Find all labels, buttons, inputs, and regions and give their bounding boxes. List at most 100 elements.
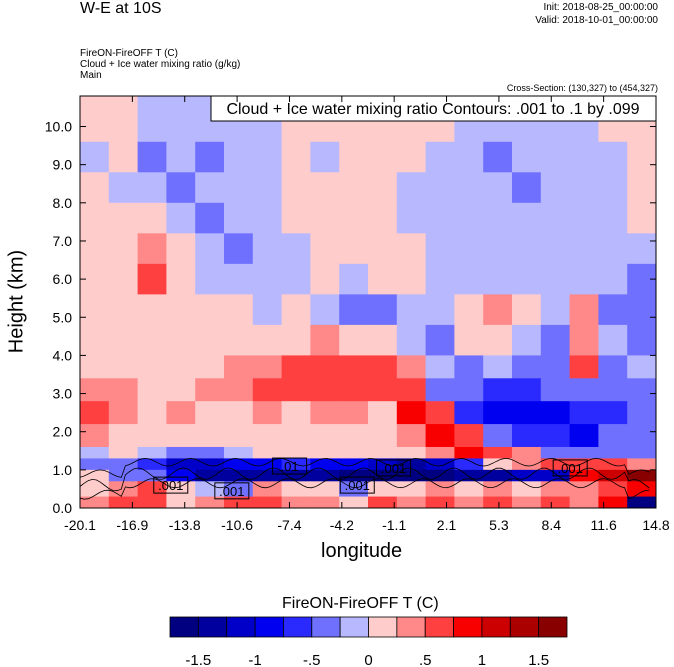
contour-cell [252,294,283,326]
contour-cell [454,141,484,173]
contour-cell [627,172,657,204]
contour-cell [454,324,484,356]
contour-label-box [214,482,250,500]
contour-cell [368,401,398,425]
contour-cell [80,401,110,425]
contour-cell [540,263,571,295]
contour-cell [425,233,455,265]
contour-cell [339,233,369,265]
contour-cell [224,469,254,482]
contour-cell [281,446,311,459]
y-tick-label: 9.0 [53,157,73,173]
contour-cell [281,294,311,326]
contour-cell [137,202,167,234]
contour-label: .01 [281,459,299,474]
cloud-contour-line [79,467,650,492]
contour-cell [137,446,167,459]
contour-cell [166,111,196,143]
contour-cell [454,355,484,379]
contour-cell [396,378,427,402]
colorbar-box [283,616,313,638]
contour-cell [195,424,225,448]
contour-cell [108,481,139,498]
contour-cell [396,202,427,234]
contour-cell [80,172,110,204]
contour-cell [137,458,167,471]
contour-cell [80,424,110,448]
x-tick-label: -4.2 [330,517,354,533]
contour-cell [540,481,571,498]
contour-cell [339,424,369,448]
contour-cell [310,496,340,509]
contour-cell [627,378,657,402]
contour-cell [425,172,455,204]
y-tick-label: 7.0 [53,233,73,249]
contour-cell [224,294,254,326]
contour-cell [80,233,110,265]
colorbar-tick-label: 1.5 [528,652,549,667]
contour-cell [569,481,599,498]
contour-cell [281,469,311,482]
contour-cell [425,202,455,234]
contour-cell [368,324,398,356]
colorbar-box [424,616,454,638]
contour-cell [252,141,283,173]
contour-cell [166,172,196,204]
colorbar-tick-label: .5 [419,652,432,667]
contour-cell [195,446,225,459]
contour-cell [512,496,542,509]
contour-cell [569,401,599,425]
contour-cell [108,378,139,402]
contour-cell [368,378,398,402]
contour-cell [425,481,455,498]
cross-section-label: Cross-Section: (130,327) to (454,327) [506,83,658,93]
contour-cell [540,324,571,356]
contour-cell [108,172,139,204]
valid-time: Valid: 2018-10-01_00:00:00 [535,15,658,26]
contour-cell [339,355,369,379]
contour-cell [195,355,225,379]
contour-cell [281,141,311,173]
contour-cell [512,469,542,482]
contour-cell [396,481,427,498]
contour-cell [166,294,196,326]
contour-cell [252,496,283,509]
contour-cell [195,324,225,356]
contour-cell [454,446,484,459]
chart-title: W-E at 10S [80,0,162,17]
contour-cell [627,496,657,509]
contour-cell [512,294,542,326]
init-valid-times: Init: 2018-08-25_00:00:00 Valid: 2018-10… [535,1,658,27]
contour-cell [281,424,311,448]
contour-cell [281,481,311,498]
colorbar-tick-label: 0 [364,652,372,667]
contour-cell [454,202,484,234]
contour-cell [224,141,254,173]
contour-cell [483,355,513,379]
x-tick-label: -10.6 [221,517,253,533]
contour-cell [512,401,542,425]
contour-label: .001 [219,484,244,499]
contour-cell [454,172,484,204]
contour-cell [281,401,311,425]
contour-cell [512,481,542,498]
colorbar-box [538,616,568,638]
cloud-contour-lines [79,457,650,500]
contour-cell [483,481,513,498]
x-tick-label: 14.8 [642,517,669,533]
colorbar-box [481,616,511,638]
contour-cell [195,141,225,173]
field-descriptions: FireON-FireOFF T (C) Cloud + Ice water m… [80,48,240,81]
contour-cell [483,263,513,295]
contour-cell [108,324,139,356]
contour-cell [166,355,196,379]
y-tick-label: 6.0 [53,271,73,287]
contour-cell [224,263,254,295]
contour-cell [166,324,196,356]
contour-cell [483,446,513,459]
x-tick-label: 11.6 [591,517,617,533]
contour-cell [137,172,167,204]
contour-cell [310,458,340,471]
contour-cell [195,378,225,402]
contour-cell [483,233,513,265]
